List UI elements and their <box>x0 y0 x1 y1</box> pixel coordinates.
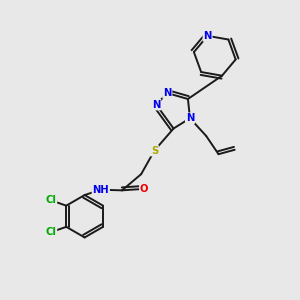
Text: N: N <box>163 88 172 98</box>
Text: N: N <box>152 100 160 110</box>
Text: Cl: Cl <box>46 227 56 237</box>
Text: NH: NH <box>92 185 109 195</box>
Text: Cl: Cl <box>46 195 56 205</box>
Text: N: N <box>203 31 212 41</box>
Text: S: S <box>151 146 158 156</box>
Text: N: N <box>186 113 194 123</box>
Text: O: O <box>140 184 148 194</box>
